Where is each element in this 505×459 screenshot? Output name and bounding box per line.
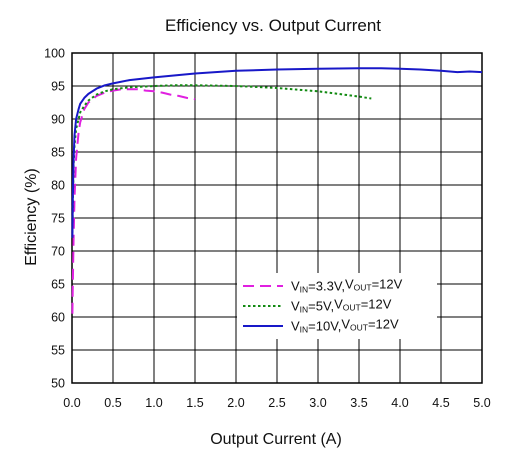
y-tick-label: 90 [51, 113, 65, 127]
legend-subscript: OUT [343, 303, 361, 313]
series-line-2 [71, 67, 483, 238]
legend-text-part: V [291, 299, 300, 314]
x-tick-label: 1.5 [186, 396, 203, 410]
x-tick-label: 0.5 [104, 396, 121, 410]
x-axis-ticks: 0.0 0.5 1.0 1.5 2.0 2.5 3.0 3.5 4.0 4.5 5.0 [63, 396, 490, 410]
y-tick-label: 55 [51, 344, 65, 358]
chart-title: Efficiency vs. Output Current [165, 16, 381, 35]
legend: VIN=3.3V,VOUT=12VVIN=5V,VOUT=12VVIN=10V,… [237, 273, 437, 339]
legend-entry-0: VIN=3.3V,VOUT=12V [291, 277, 403, 295]
legend-text-part: =3.3V, [308, 279, 345, 294]
legend-text-part: =12V [368, 317, 399, 332]
grid [72, 53, 482, 383]
legend-subscript: OUT [354, 283, 372, 293]
x-axis-label: Output Current (A) [210, 431, 342, 448]
legend-text-part: V [345, 277, 354, 292]
y-tick-label: 65 [51, 278, 65, 292]
x-tick-label: 1.0 [145, 396, 162, 410]
y-tick-label: 50 [51, 377, 65, 391]
x-tick-label: 3.0 [309, 396, 326, 410]
x-tick-label: 4.0 [391, 396, 408, 410]
legend-subscript: OUT [350, 323, 368, 333]
legend-text-part: =12V [372, 277, 403, 292]
legend-entry-2: VIN=10V,VOUT=12V [291, 317, 399, 335]
x-tick-label: 2.0 [227, 396, 244, 410]
x-tick-label: 2.5 [268, 396, 285, 410]
y-tick-label: 75 [51, 212, 65, 226]
legend-text-part: =10V, [308, 319, 341, 334]
y-tick-label: 80 [51, 179, 65, 193]
x-tick-label: 5.0 [473, 396, 490, 410]
x-tick-label: 3.5 [350, 396, 367, 410]
series-line-0 [71, 88, 196, 314]
legend-text-part: V [291, 279, 300, 294]
legend-entry-1: VIN=5V,VOUT=12V [291, 297, 392, 315]
y-tick-label: 95 [51, 80, 65, 94]
legend-text-part: V [334, 297, 343, 312]
x-tick-label: 0.0 [63, 396, 80, 410]
y-axis-ticks: 50 55 60 65 70 75 80 85 90 95 100 [44, 47, 65, 391]
legend-subscript: IN [300, 305, 309, 315]
y-axis-label: Efficiency (%) [23, 168, 40, 266]
legend-text-part: =5V, [308, 299, 334, 314]
legend-text-part: V [341, 317, 350, 332]
y-tick-label: 70 [51, 245, 65, 259]
legend-text-part: =12V [361, 297, 392, 312]
y-tick-label: 100 [44, 47, 65, 61]
legend-subscript: IN [300, 285, 309, 295]
series-line-1 [71, 84, 372, 238]
legend-text-part: V [291, 319, 300, 334]
y-tick-label: 85 [51, 146, 65, 160]
legend-subscript: IN [300, 325, 309, 335]
y-tick-label: 60 [51, 311, 65, 325]
x-tick-label: 4.5 [432, 396, 449, 410]
series-group [71, 67, 483, 314]
